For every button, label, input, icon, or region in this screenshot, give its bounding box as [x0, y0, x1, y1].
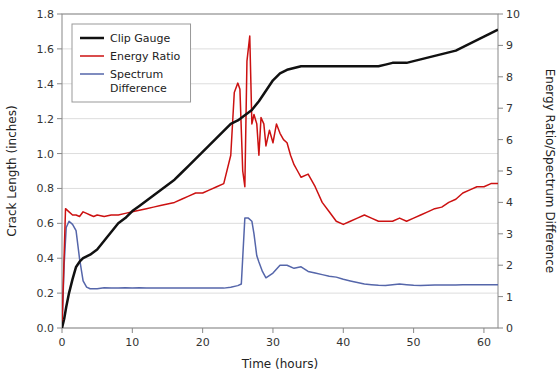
y2-axis: 0 1 2 3 4 5 6 7 8 9 10	[498, 8, 520, 335]
y2-tick-label: 5	[506, 165, 513, 178]
y-tick	[57, 48, 62, 49]
legend-box	[72, 24, 191, 102]
y2-tick-label: 6	[506, 134, 513, 147]
y2-tick-label: 7	[506, 102, 513, 115]
grid-line	[62, 118, 498, 119]
y-tick-label: 1.6	[37, 43, 55, 56]
x-tick	[202, 328, 203, 333]
y2-tick-label: 0	[506, 322, 513, 335]
y-tick	[57, 83, 62, 84]
y2-tick	[498, 139, 503, 140]
legend-swatch	[80, 73, 104, 75]
x-tick	[483, 328, 484, 333]
y2-tick-label: 8	[506, 71, 513, 84]
y2-tick	[498, 14, 503, 15]
grid-line	[62, 223, 498, 224]
y-tick-label: 0.2	[37, 287, 55, 300]
x-tick-label: 40	[336, 336, 350, 349]
x-tick-label: 60	[477, 336, 491, 349]
y-tick-label: 1.0	[37, 148, 55, 161]
grid-line	[62, 258, 498, 259]
y2-tick-label: 2	[506, 259, 513, 272]
legend-label-line: Spectrum	[110, 68, 163, 81]
y-tick-label: 0.8	[37, 182, 55, 195]
y2-tick	[498, 233, 503, 234]
y-tick	[57, 223, 62, 224]
y2-tick	[498, 171, 503, 172]
y-axis: 0.0 0.2 0.4 0.6 0.8 1.0 1.2 1.4 1.6 1.8	[37, 8, 63, 335]
legend-label: Clip Gauge	[110, 32, 170, 45]
x-tick	[272, 328, 273, 333]
y-tick-label: 0.6	[37, 217, 55, 230]
x-tick-label: 20	[196, 336, 210, 349]
x-axis-label: Time (hours)	[241, 357, 318, 371]
y-tick	[57, 188, 62, 189]
x-tick	[413, 328, 414, 333]
y2-tick-label: 3	[506, 228, 513, 241]
x-tick-label: 30	[266, 336, 280, 349]
series-line	[62, 218, 498, 328]
y2-tick	[498, 202, 503, 203]
y-tick-label: 1.4	[37, 78, 55, 91]
legend-swatch	[80, 37, 104, 40]
y-tick	[57, 258, 62, 259]
grid-line	[62, 293, 498, 294]
grid-line	[62, 153, 498, 154]
y2-tick	[498, 45, 503, 46]
y2-tick	[498, 296, 503, 297]
y-tick	[57, 153, 62, 154]
series-line	[62, 30, 498, 328]
y2-tick-label: 4	[506, 196, 513, 209]
y-tick-label: 1.2	[37, 113, 55, 126]
y2-tick	[498, 328, 503, 329]
x-tick	[343, 328, 344, 333]
y-tick	[57, 328, 62, 329]
y-axis-label: Crack Length (inches)	[5, 105, 19, 236]
y2-tick-label: 9	[506, 39, 513, 52]
lines	[62, 30, 498, 328]
x-tick-label: 10	[125, 336, 139, 349]
y2-axis-label: Energy Ratio/Spectrum Difference	[543, 69, 557, 274]
legend-swatch	[80, 55, 104, 57]
y2-tick-label: 1	[506, 291, 513, 304]
series-line	[62, 36, 498, 328]
x-tick-label: 50	[407, 336, 421, 349]
x-tick-label: 0	[59, 336, 66, 349]
plot-frame	[62, 14, 498, 328]
x-axis: 0 10 20 30 40 50 60	[59, 328, 491, 349]
x-tick	[132, 328, 133, 333]
x-tick	[62, 328, 63, 333]
y2-tick-label: 10	[506, 8, 520, 21]
y2-tick	[498, 265, 503, 266]
legend-label: Energy Ratio	[110, 50, 181, 63]
grid-line	[62, 188, 498, 189]
y-tick	[57, 293, 62, 294]
y-tick-label: 0.0	[37, 322, 55, 335]
grid	[62, 14, 498, 328]
y-tick-label: 0.4	[37, 252, 55, 265]
legend-label-line: Energy Ratio	[110, 50, 181, 63]
y-tick	[57, 118, 62, 119]
legend-label-line: Clip Gauge	[110, 32, 170, 45]
legend: Clip Gauge Energy Ratio SpectrumDifference	[72, 24, 191, 102]
legend-label-line: Difference	[110, 82, 167, 95]
y-tick-label: 1.8	[37, 8, 55, 21]
y2-tick	[498, 76, 503, 77]
chart: 0102030405060Time (hours)0.00.20.40.60.8…	[0, 0, 560, 376]
y-tick	[57, 14, 62, 15]
legend-label: SpectrumDifference	[110, 68, 167, 95]
y2-tick	[498, 108, 503, 109]
